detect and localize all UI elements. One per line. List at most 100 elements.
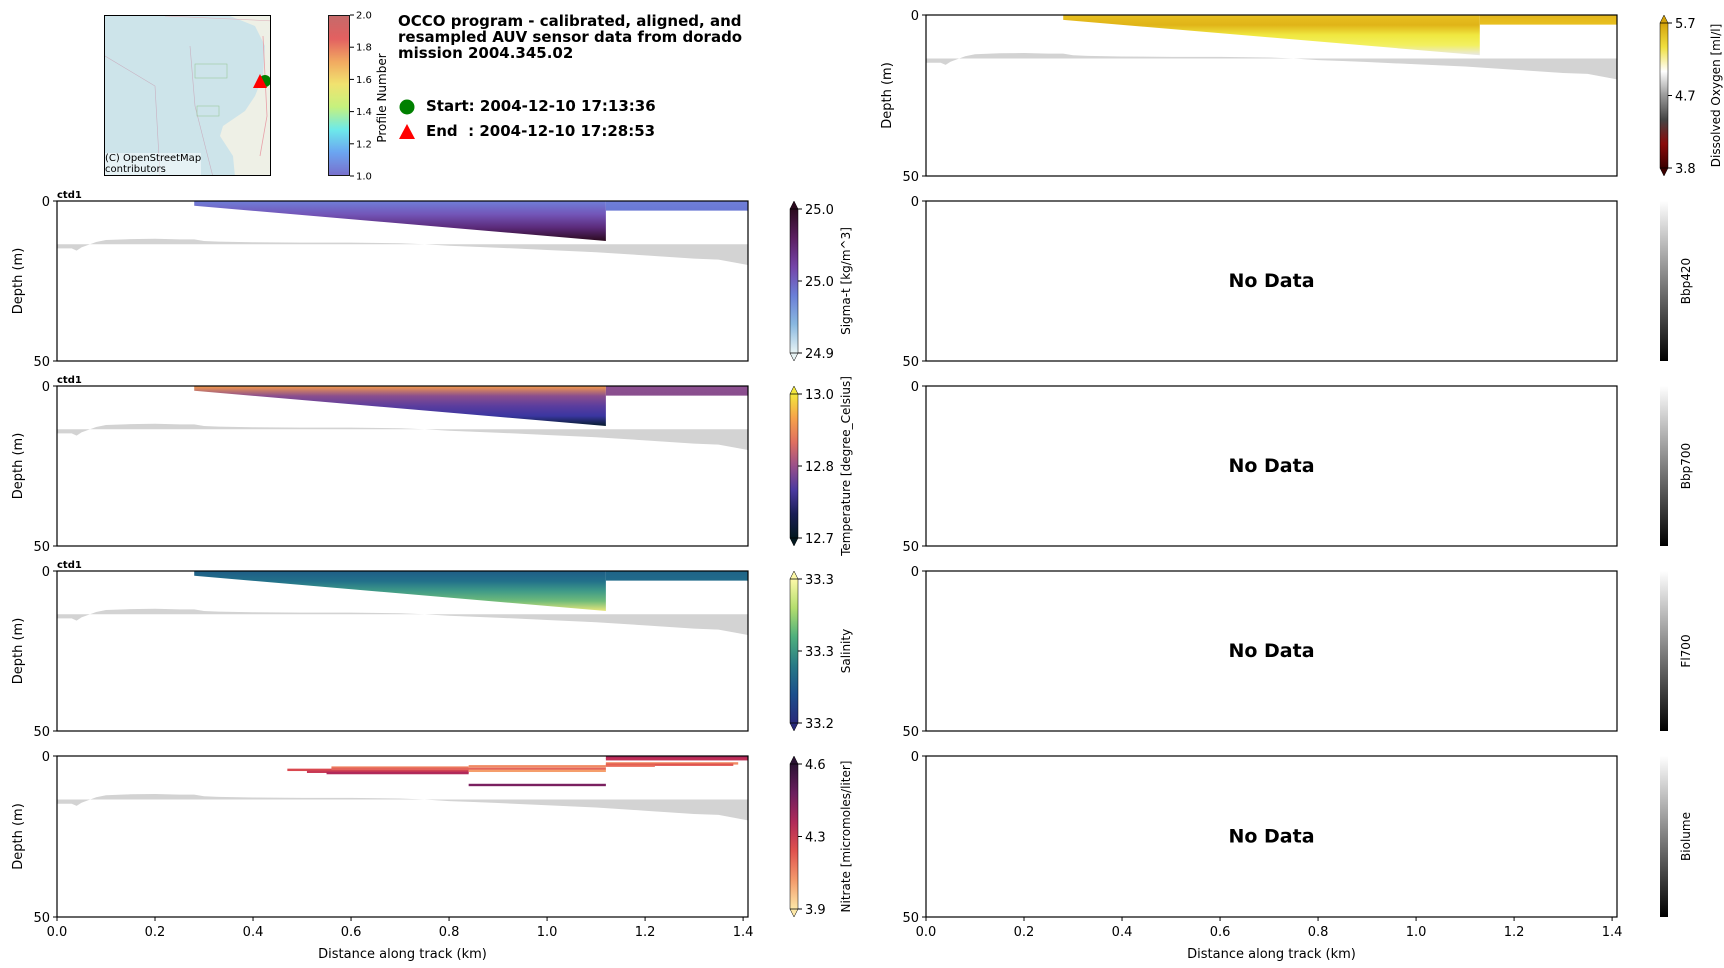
map-graphic — [105, 16, 270, 175]
bathymetry-band — [926, 53, 1617, 80]
y-tick-label: 0 — [42, 565, 50, 580]
y-axis-label: Depth (m) — [11, 433, 26, 500]
x-tick-label: 0.8 — [439, 925, 460, 940]
colorbar-bbp700: Bbp700 — [1660, 386, 1693, 546]
colorbar-tick-label: 33.3 — [805, 645, 834, 660]
y-tick-label: 50 — [33, 911, 50, 926]
colorbar-temperature: 13.0 12.8 12.7 Temperature [degree_Celsius] — [789, 376, 853, 557]
nitrate-segment — [605, 764, 655, 767]
y-axis-label: Depth (m) — [880, 62, 895, 129]
x-tick-label: 1.0 — [1406, 925, 1427, 940]
axes-frame — [56, 385, 749, 547]
data-section-0 — [194, 571, 606, 611]
data-section-1 — [605, 386, 748, 396]
colorbar-tick-label: 1.6 — [356, 75, 372, 86]
profile-number-label: Profile Number — [375, 53, 389, 142]
colorbar-tick-label: 4.7 — [1675, 90, 1696, 105]
colorbar-extend-max — [789, 570, 799, 580]
colorbar-tick-label: 24.9 — [805, 347, 834, 362]
panel-bbp420: No Data 0 50 Bbp420 — [902, 195, 1693, 370]
y-tick-label: 50 — [33, 725, 50, 740]
y-axis-label: Depth (m) — [11, 618, 26, 685]
colorbar-fl700: Fl700 — [1660, 571, 1693, 731]
instrument-label: ctd1 — [57, 190, 82, 201]
x-tick-label: 0.0 — [916, 925, 937, 940]
x-tick-label: 0.0 — [47, 925, 68, 940]
colorbar-tick-label: 33.3 — [805, 573, 834, 588]
x-tick-label: 1.0 — [537, 925, 558, 940]
colorbar-dissolved_oxygen: 5.7 4.7 3.8 Dissolved Oxygen [ml/l] — [1659, 14, 1723, 177]
y-tick-label: 0 — [42, 380, 50, 395]
colorbar-sigma_t: 25.0 25.0 24.9 Sigma-t [kg/m^3] — [789, 200, 853, 362]
x-tick-label: 1.2 — [1504, 925, 1525, 940]
colorbar-extend-min — [789, 537, 799, 547]
nitrate-segment — [605, 762, 739, 765]
colorbar-fill — [790, 394, 798, 538]
colorbar-fill — [1660, 571, 1668, 731]
bathymetry-band — [57, 423, 748, 450]
map-attribution: (C) OpenStreetMap contributors — [105, 153, 202, 175]
x-tick-label: 0.4 — [243, 925, 264, 940]
x-tick-label: 0.2 — [145, 925, 166, 940]
axes-frame — [56, 200, 749, 362]
map-zone — [194, 63, 228, 79]
panel-biolume: No Data 0 500.0 0.2 0.4 0.6 0.8 1.0 1.2 1.4 Distan… — [902, 750, 1693, 962]
colorbar-tick-label: 4.6 — [805, 758, 826, 773]
end-triangle-icon — [399, 124, 415, 139]
panel-fl700: No Data 0 50 Fl700 — [902, 565, 1693, 740]
panel-nitrate: 0 500.0 0.2 0.4 0.6 0.8 1.0 1.2 1.4 Distance alon… — [11, 750, 853, 962]
x-axis-label: Distance along track (km) — [318, 947, 487, 962]
y-tick-label: 0 — [911, 750, 919, 765]
y-tick-label: 0 — [911, 195, 919, 210]
y-axis-label: Depth (m) — [11, 248, 26, 315]
bathymetry-band — [57, 608, 748, 635]
x-tick-label: 0.2 — [1014, 925, 1035, 940]
colorbar-extend-max — [1659, 14, 1669, 24]
colorbar-extend-min — [789, 352, 799, 362]
x-tick-label: 0.6 — [1210, 925, 1231, 940]
colorbar-extend-max — [789, 755, 799, 765]
y-tick-label: 50 — [902, 911, 919, 926]
y-tick-label: 50 — [902, 540, 919, 555]
panel-bbp700: No Data 0 50 Bbp700 — [902, 380, 1693, 555]
data-section-0 — [194, 201, 606, 241]
y-axis-label: Depth (m) — [11, 803, 26, 870]
x-tick-label: 0.8 — [1308, 925, 1329, 940]
colorbar-extend-max — [789, 385, 799, 395]
nitrate-segment — [468, 765, 606, 768]
profile-number-axis: 1.0 1.2 1.4 1.6 1.8 2.0 Profile Number — [350, 11, 389, 183]
colorbar-fill — [1660, 386, 1668, 546]
colorbar-tick-label: 25.0 — [805, 203, 834, 218]
colorbar-label: Bbp700 — [1679, 443, 1693, 489]
x-tick-label: 1.4 — [1602, 925, 1623, 940]
axes-frame — [925, 570, 1618, 732]
colorbar-tick-label: 5.7 — [1675, 17, 1696, 32]
colorbar-tick-label: 3.9 — [805, 903, 826, 918]
data-section-1 — [1479, 15, 1617, 25]
data-section-0 — [194, 386, 606, 426]
nitrate-segment — [468, 783, 606, 787]
colorbar-extend-min — [789, 722, 799, 732]
colorbar-label: Bbp420 — [1679, 258, 1693, 304]
no-data-label: No Data — [1228, 455, 1314, 477]
x-tick-label: 0.4 — [1112, 925, 1133, 940]
data-section-0 — [1063, 15, 1480, 56]
nitrate-segment — [331, 766, 469, 769]
map-land — [220, 16, 270, 175]
nitrate-segment — [468, 769, 606, 773]
colorbar-tick-label: 33.2 — [805, 717, 834, 732]
colorbar-tick-label: 13.0 — [805, 388, 834, 403]
nitrate-segment — [331, 767, 606, 771]
data-section-1 — [605, 571, 748, 581]
colorbar-extend-min — [789, 908, 799, 918]
axes-frame — [56, 570, 749, 732]
colorbar-tick-label: 25.0 — [805, 275, 834, 290]
colorbar-tick-label: 1.2 — [356, 139, 372, 150]
panel-salinity: 0 50 Depth (m) ctd1 33.3 33.3 33.2 Salinity — [11, 560, 853, 740]
x-axis-label: Distance along track (km) — [1187, 947, 1356, 962]
colorbar-tick-label: 1.0 — [356, 172, 372, 183]
nitrate-segment — [306, 770, 469, 773]
colorbar-fill — [1660, 23, 1668, 168]
x-tick-label: 0.6 — [341, 925, 362, 940]
no-data-label: No Data — [1228, 826, 1314, 848]
